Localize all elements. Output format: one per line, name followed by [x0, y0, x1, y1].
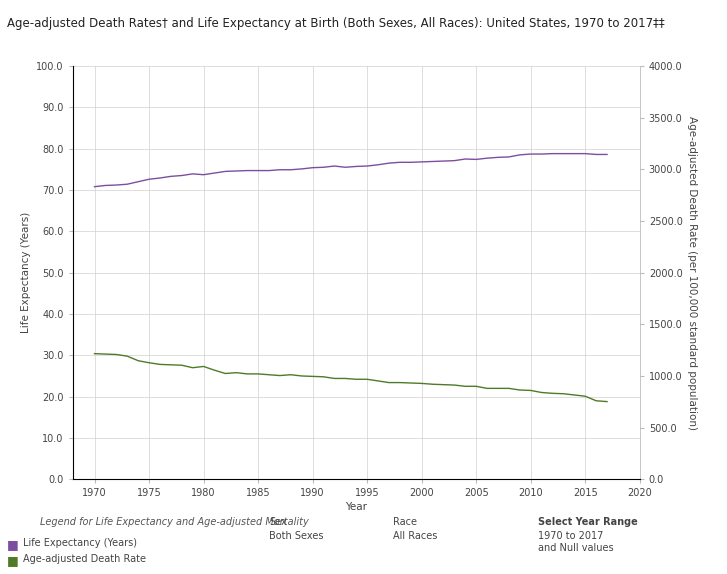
Text: Sex: Sex [269, 517, 286, 526]
Text: Select Year Range: Select Year Range [538, 517, 638, 526]
Y-axis label: Age-adjusted Death Rate (per 100,000 standard population): Age-adjusted Death Rate (per 100,000 sta… [686, 115, 696, 430]
Text: 1970 to 2017
and Null values: 1970 to 2017 and Null values [538, 531, 614, 553]
Text: All Races: All Races [393, 531, 437, 541]
Text: Legend for Life Expectancy and Age-adjusted Mortality: Legend for Life Expectancy and Age-adjus… [40, 517, 309, 526]
X-axis label: Year: Year [345, 502, 367, 513]
Text: ■: ■ [7, 538, 19, 552]
Text: Race: Race [393, 517, 417, 526]
Text: Age-adjusted Death Rate: Age-adjusted Death Rate [23, 554, 146, 564]
Text: Life Expectancy (Years): Life Expectancy (Years) [23, 538, 137, 548]
Text: ■: ■ [7, 554, 19, 567]
Y-axis label: Life Expectancy (Years): Life Expectancy (Years) [20, 212, 31, 333]
Text: Both Sexes: Both Sexes [269, 531, 324, 541]
Text: Age-adjusted Death Rates† and Life Expectancy at Birth (Both Sexes, All Races): : Age-adjusted Death Rates† and Life Expec… [7, 17, 665, 30]
